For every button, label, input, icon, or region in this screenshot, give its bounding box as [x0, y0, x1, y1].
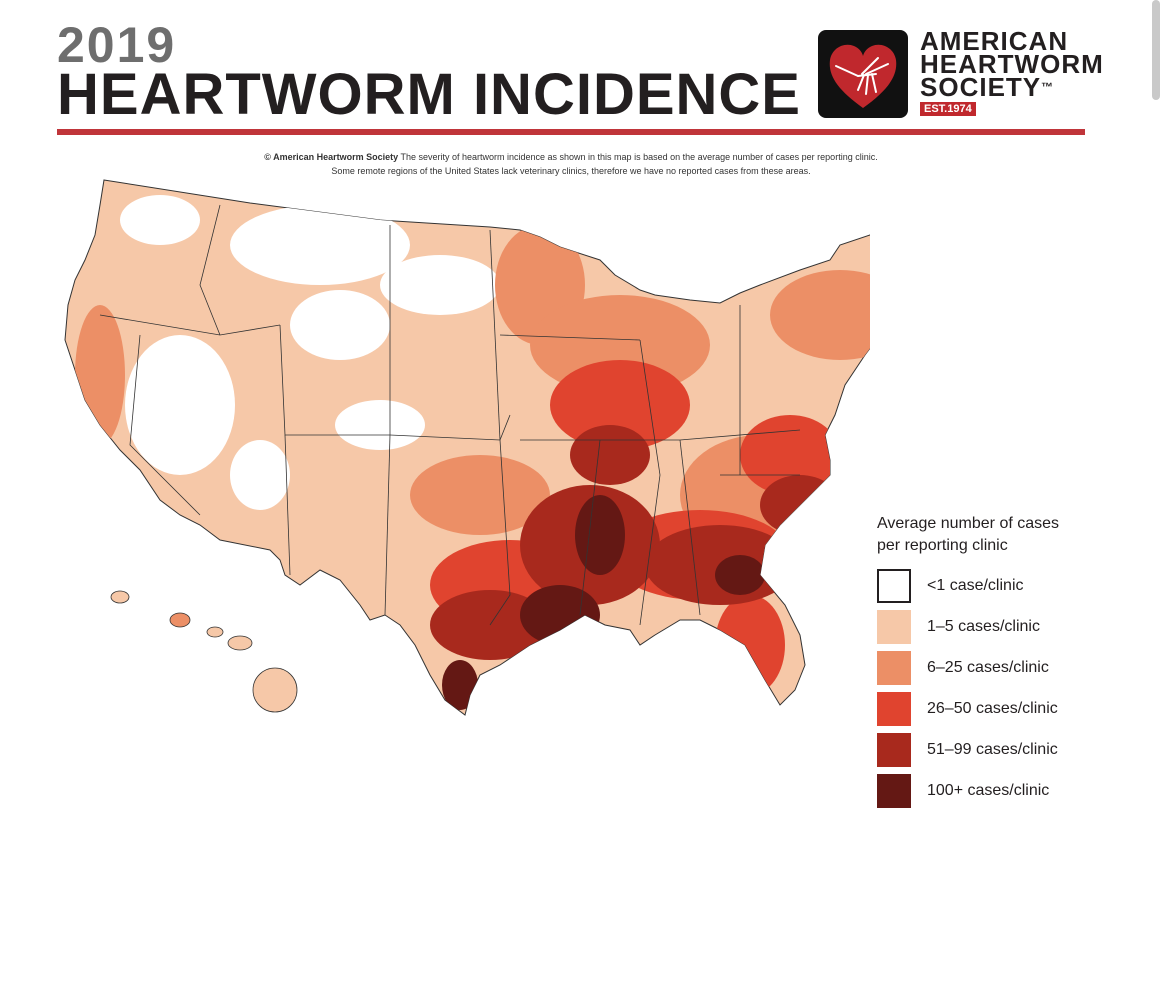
heart-mosquito-icon: [829, 44, 897, 108]
us-incidence-map: [40, 175, 931, 740]
legend-item-100plus: 100+ cases/clinic: [877, 774, 1107, 808]
legend-title: Average number of cases per reporting cl…: [877, 513, 1107, 557]
legend-item-1-5: 1–5 cases/clinic: [877, 610, 1107, 644]
region-veryhigh-tennessee: [570, 425, 650, 485]
logo-line-society: SOCIETY™: [920, 74, 1104, 100]
region-high-ohio-valley: [550, 360, 690, 450]
caption-text-1: The severity of heartworm incidence as s…: [398, 152, 878, 162]
legend-swatch-1-5: [877, 610, 911, 644]
logo-line-american: AMERICAN: [920, 26, 1069, 56]
legend-swatch-51-99: [877, 733, 911, 767]
logo-wordmark: AMERICAN HEARTWORM SOCIETY™: [920, 26, 1104, 100]
map-title: HEARTWORM INCIDENCE: [57, 62, 801, 127]
region-extreme-louisiana: [520, 585, 600, 645]
logo-society-text: SOCIETY: [920, 72, 1042, 102]
region-veryhigh-southcarolina: [760, 475, 840, 535]
logo-trademark: ™: [1041, 80, 1055, 94]
region-extreme-south-texas: [442, 660, 478, 710]
page-scrollbar[interactable]: [1152, 0, 1160, 100]
hawaii-islands: [110, 590, 298, 713]
region-high-florida: [715, 595, 785, 695]
caption-line-1: © American Heartworm Society The severit…: [57, 150, 1085, 164]
region-low-northwest: [120, 195, 200, 245]
region-extreme-georgia: [715, 555, 765, 595]
incidence-regions: [75, 195, 910, 710]
map-legend: Average number of cases per reporting cl…: [877, 513, 1107, 815]
legend-item-6-25: 6–25 cases/clinic: [877, 651, 1107, 685]
legend-label-1-5: 1–5 cases/clinic: [927, 618, 1040, 635]
region-low-arizona: [230, 440, 290, 510]
legend-swatch-26-50: [877, 692, 911, 726]
legend-label-lt1: <1 case/clinic: [927, 577, 1024, 594]
legend-label-6-25: 6–25 cases/clinic: [927, 659, 1049, 676]
region-low-colorado: [335, 400, 425, 450]
caption-copyright: © American Heartworm Society: [264, 152, 399, 162]
logo-established: EST.1974: [920, 102, 976, 116]
region-extreme-delta: [575, 495, 625, 575]
legend-title-line-1: Average number of cases: [877, 515, 1060, 532]
heartworm-society-logo: [818, 30, 908, 118]
region-low-montana: [230, 205, 410, 285]
region-low-dakotas: [380, 255, 500, 315]
legend-label-26-50: 26–50 cases/clinic: [927, 700, 1058, 717]
legend-label-51-99: 51–99 cases/clinic: [927, 741, 1058, 758]
region-moderate-california: [75, 305, 125, 445]
logo-line-heartworm: HEARTWORM: [920, 49, 1104, 79]
map-year: 2019: [57, 17, 177, 73]
legend-swatch-lt1: [877, 569, 911, 603]
state-borders: [99, 204, 801, 626]
legend-swatch-100plus: [877, 774, 911, 808]
legend-title-line-2: per reporting clinic: [877, 537, 1008, 554]
legend-label-100plus: 100+ cases/clinic: [927, 782, 1050, 799]
map-caption: © American Heartworm Society The severit…: [57, 150, 1085, 178]
region-low-wyoming: [290, 290, 390, 360]
legend-item-26-50: 26–50 cases/clinic: [877, 692, 1107, 726]
legend-item-51-99: 51–99 cases/clinic: [877, 733, 1107, 767]
us-map-svg: [64, 179, 931, 716]
caption-line-2: Some remote regions of the United States…: [331, 166, 811, 176]
region-low-nevada: [125, 335, 235, 475]
region-moderate-midwest: [530, 295, 710, 395]
region-moderate-oklahoma: [410, 455, 550, 535]
legend-item-lt1: <1 case/clinic: [877, 569, 1107, 603]
title-rule: [57, 129, 1085, 135]
legend-swatch-6-25: [877, 651, 911, 685]
